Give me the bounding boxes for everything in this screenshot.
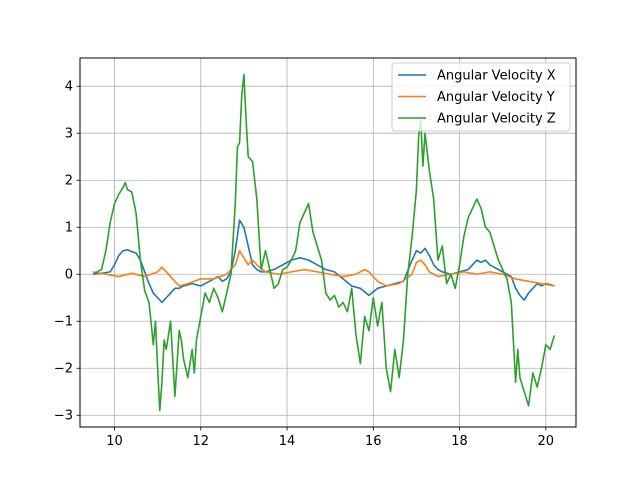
- legend-box: [391, 62, 571, 132]
- x-tick-label: 20: [538, 434, 555, 449]
- legend-label-2: Angular Velocity Y: [437, 90, 555, 105]
- series-line-2: [92, 249, 555, 287]
- legend-label-1: Angular Velocity X: [437, 69, 556, 84]
- series-line-1: [92, 219, 555, 304]
- legend-label-3: Angular Velocity Z: [437, 112, 556, 127]
- x-tick-label: 18: [451, 434, 468, 449]
- x-axis-ticks: 10 12 14 16 18 20: [106, 427, 554, 449]
- series-line-3: [92, 73, 556, 412]
- y-tick-label: 1: [65, 221, 73, 236]
- y-tick-label: −3: [54, 409, 73, 424]
- legend: Angular Velocity X Angular Velocity Y Angu…: [391, 62, 571, 132]
- x-tick-label: 12: [192, 434, 209, 449]
- x-tick-label: 16: [365, 434, 382, 449]
- x-tick-label: 14: [279, 434, 296, 449]
- y-tick-label: −2: [54, 362, 73, 377]
- data-series: [92, 73, 556, 412]
- y-axis-ticks: −3 −2 −1 0 1 2 3 4: [54, 80, 80, 424]
- y-tick-label: −1: [54, 315, 73, 330]
- y-tick-label: 4: [65, 80, 73, 95]
- x-tick-label: 10: [106, 434, 123, 449]
- y-tick-label: 3: [65, 127, 73, 142]
- y-tick-label: 2: [65, 174, 73, 189]
- y-tick-label: 0: [65, 268, 73, 283]
- plot-area-frame: [79, 57, 577, 428]
